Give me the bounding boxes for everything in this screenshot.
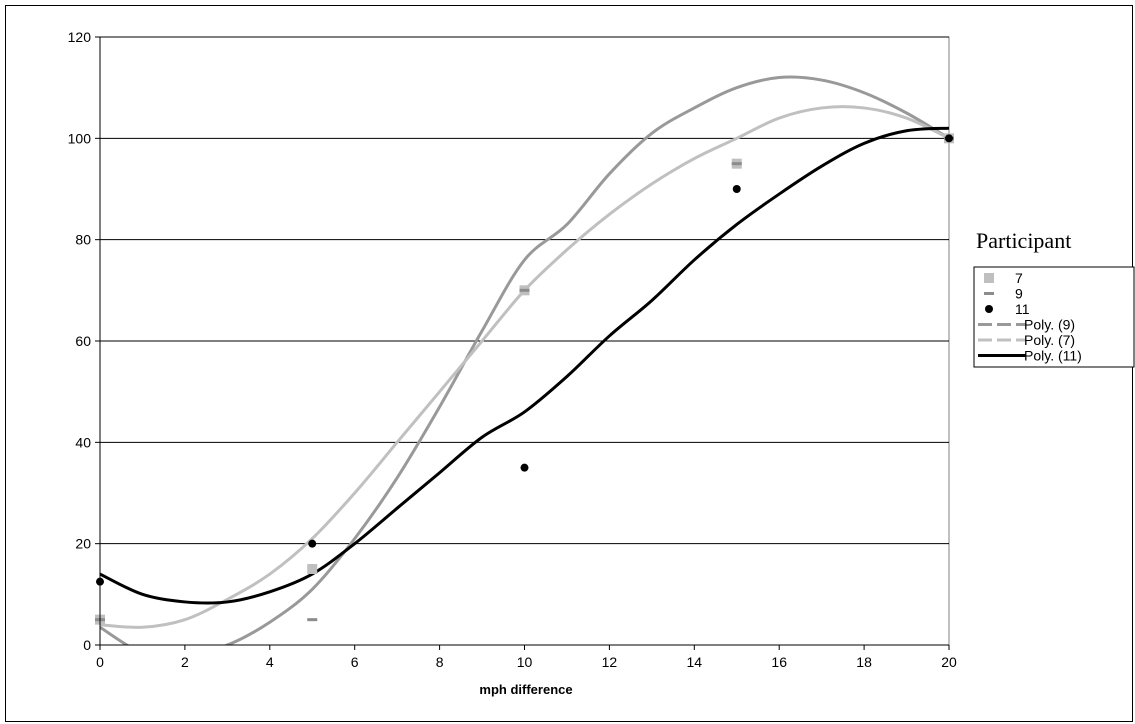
point-9: [731, 162, 742, 166]
x-tick-label: 14: [687, 654, 703, 670]
point-7: [307, 564, 318, 574]
point-9: [519, 288, 530, 292]
x-tick-label: 6: [351, 654, 359, 670]
legend-label: 11: [1015, 301, 1030, 317]
y-tick-label: 120: [68, 29, 92, 45]
legend-title: Participant: [976, 228, 1071, 253]
x-tick-label: 20: [941, 654, 957, 670]
x-axis-title: mph difference: [479, 682, 572, 697]
legend-label: 7: [1015, 270, 1023, 286]
x-tick-label: 18: [856, 654, 872, 670]
trendline-9: [100, 75, 949, 645]
gridlines: [100, 36, 949, 545]
legend-label: Poly. (11): [1024, 348, 1082, 364]
legend-label: Poly. (7): [1024, 332, 1075, 348]
point-11: [732, 185, 741, 193]
x-tick-label: 0: [96, 654, 104, 670]
legend-marker-7: [984, 273, 994, 283]
y-tick-label: 80: [75, 232, 91, 248]
legend-marker-9: [984, 292, 994, 295]
y-tick-label: 0: [83, 637, 91, 653]
point-11: [520, 463, 529, 472]
legend-box: [973, 266, 1135, 368]
legend-marker-11: [985, 305, 993, 313]
legend-label: 9: [1015, 286, 1023, 302]
x-tick-label: 2: [181, 654, 189, 670]
x-tick-label: 10: [517, 654, 533, 670]
legend-label: Poly. (9): [1024, 317, 1075, 333]
y-tick-label: 20: [75, 536, 91, 552]
point-11: [945, 134, 953, 143]
trendline-11: [100, 126, 949, 605]
x-tick-label: 16: [771, 654, 787, 670]
x-tick-label: 4: [266, 654, 274, 670]
point-11: [308, 539, 317, 548]
trendlines: [100, 75, 949, 645]
y-tick-label: 100: [68, 130, 92, 146]
axes: 0 20 40 60 80 100 120 0 2 4 6 8 10 12 14 16 18 20: [68, 29, 957, 670]
x-tick-label: 12: [602, 654, 618, 670]
x-tick-label: 8: [436, 654, 444, 670]
point-9: [307, 618, 318, 622]
trendline-7: [100, 105, 949, 629]
y-tick-label: 60: [75, 333, 91, 349]
y-tick-label: 40: [75, 434, 91, 450]
